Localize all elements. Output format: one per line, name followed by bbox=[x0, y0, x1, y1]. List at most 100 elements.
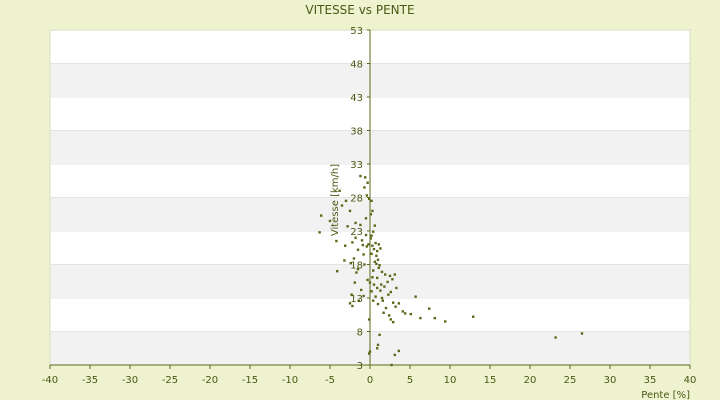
data-point bbox=[393, 273, 396, 276]
data-point bbox=[351, 241, 354, 244]
data-point bbox=[354, 236, 357, 239]
data-point bbox=[372, 299, 375, 302]
data-point bbox=[349, 261, 352, 265]
data-point bbox=[348, 209, 352, 213]
x-tick-label: -15 bbox=[242, 375, 258, 386]
data-point bbox=[366, 278, 369, 282]
data-point bbox=[374, 295, 377, 298]
data-point bbox=[369, 237, 372, 240]
data-point bbox=[364, 217, 368, 220]
data-point bbox=[360, 239, 364, 242]
data-point bbox=[373, 260, 376, 264]
data-point bbox=[379, 247, 382, 250]
y-tick-label: 23 bbox=[350, 227, 363, 238]
data-point bbox=[369, 213, 372, 216]
x-tick-label: 35 bbox=[644, 375, 657, 386]
data-point bbox=[367, 243, 370, 246]
data-point bbox=[404, 312, 407, 315]
data-point bbox=[472, 315, 475, 318]
data-point bbox=[397, 302, 400, 305]
y-tick-label: 18 bbox=[350, 261, 363, 272]
data-point bbox=[370, 234, 373, 237]
data-point bbox=[392, 301, 395, 304]
data-point bbox=[371, 244, 374, 247]
data-point bbox=[382, 311, 385, 314]
data-point bbox=[357, 299, 360, 302]
data-point bbox=[356, 248, 360, 251]
data-point bbox=[351, 304, 354, 308]
data-point bbox=[344, 199, 348, 203]
x-tick-label: -25 bbox=[162, 375, 178, 386]
data-point bbox=[376, 286, 379, 290]
data-point bbox=[409, 312, 412, 316]
data-point bbox=[350, 293, 353, 296]
data-point bbox=[320, 214, 323, 217]
data-point bbox=[394, 305, 397, 308]
data-point bbox=[433, 316, 436, 320]
data-point bbox=[343, 259, 346, 262]
x-tick-label: 5 bbox=[407, 375, 413, 386]
x-tick-label: 40 bbox=[684, 375, 697, 386]
data-point bbox=[364, 233, 368, 237]
data-point bbox=[377, 266, 380, 270]
data-point bbox=[381, 299, 384, 302]
x-tick-label: -35 bbox=[82, 375, 98, 386]
data-point bbox=[401, 310, 404, 313]
data-point bbox=[444, 320, 447, 323]
data-point bbox=[376, 347, 379, 350]
x-tick-label: -10 bbox=[282, 375, 298, 386]
data-point bbox=[362, 253, 365, 256]
data-point bbox=[363, 186, 366, 189]
data-point bbox=[380, 270, 384, 274]
data-point bbox=[392, 320, 395, 324]
data-point bbox=[388, 274, 392, 278]
data-point bbox=[359, 223, 362, 227]
data-point bbox=[361, 243, 364, 247]
data-point bbox=[356, 267, 360, 271]
data-point bbox=[376, 258, 380, 262]
data-point bbox=[390, 363, 393, 367]
x-tick-labels: -40 -35 -30 -25 -20 -15 -10 -5 0 5 10 15 20 25 30 35 40 bbox=[42, 365, 697, 386]
x-tick-label: -20 bbox=[202, 375, 218, 386]
x-tick-label: -40 bbox=[42, 375, 58, 386]
data-point bbox=[373, 224, 376, 227]
data-point bbox=[376, 343, 380, 347]
y-tick-label: 13 bbox=[350, 294, 363, 305]
data-point bbox=[397, 349, 400, 353]
data-point bbox=[364, 176, 367, 179]
x-tick-label: 0 bbox=[367, 375, 373, 386]
y-tick-label: 53 bbox=[350, 26, 363, 37]
y-tick-label: 28 bbox=[350, 194, 363, 205]
data-point bbox=[368, 281, 372, 284]
data-point bbox=[380, 296, 384, 300]
data-point bbox=[380, 283, 383, 286]
x-tick-label: 25 bbox=[564, 375, 577, 386]
data-point bbox=[383, 285, 386, 288]
x-tick-label: -30 bbox=[122, 375, 138, 386]
data-point bbox=[368, 197, 371, 201]
y-tick-label: 43 bbox=[350, 93, 363, 104]
data-point bbox=[362, 294, 365, 298]
data-point bbox=[359, 174, 362, 178]
data-point bbox=[376, 302, 380, 306]
data-point bbox=[365, 245, 368, 248]
y-tick-label: 38 bbox=[350, 127, 363, 138]
x-tick-label: 10 bbox=[444, 375, 457, 386]
y-axis-label: Vitesse [km/h] bbox=[330, 164, 341, 236]
y-tick-label: 8 bbox=[357, 328, 363, 339]
data-point bbox=[363, 263, 366, 266]
data-point bbox=[355, 271, 358, 274]
chart-title: VITESSE vs PENTE bbox=[305, 3, 414, 17]
data-point bbox=[384, 273, 387, 276]
data-point bbox=[368, 318, 371, 321]
data-point bbox=[368, 352, 371, 355]
data-point bbox=[378, 263, 381, 267]
data-point bbox=[372, 247, 376, 251]
data-point bbox=[384, 306, 388, 310]
data-point bbox=[389, 290, 392, 294]
data-point bbox=[554, 336, 557, 339]
data-point bbox=[389, 318, 392, 321]
